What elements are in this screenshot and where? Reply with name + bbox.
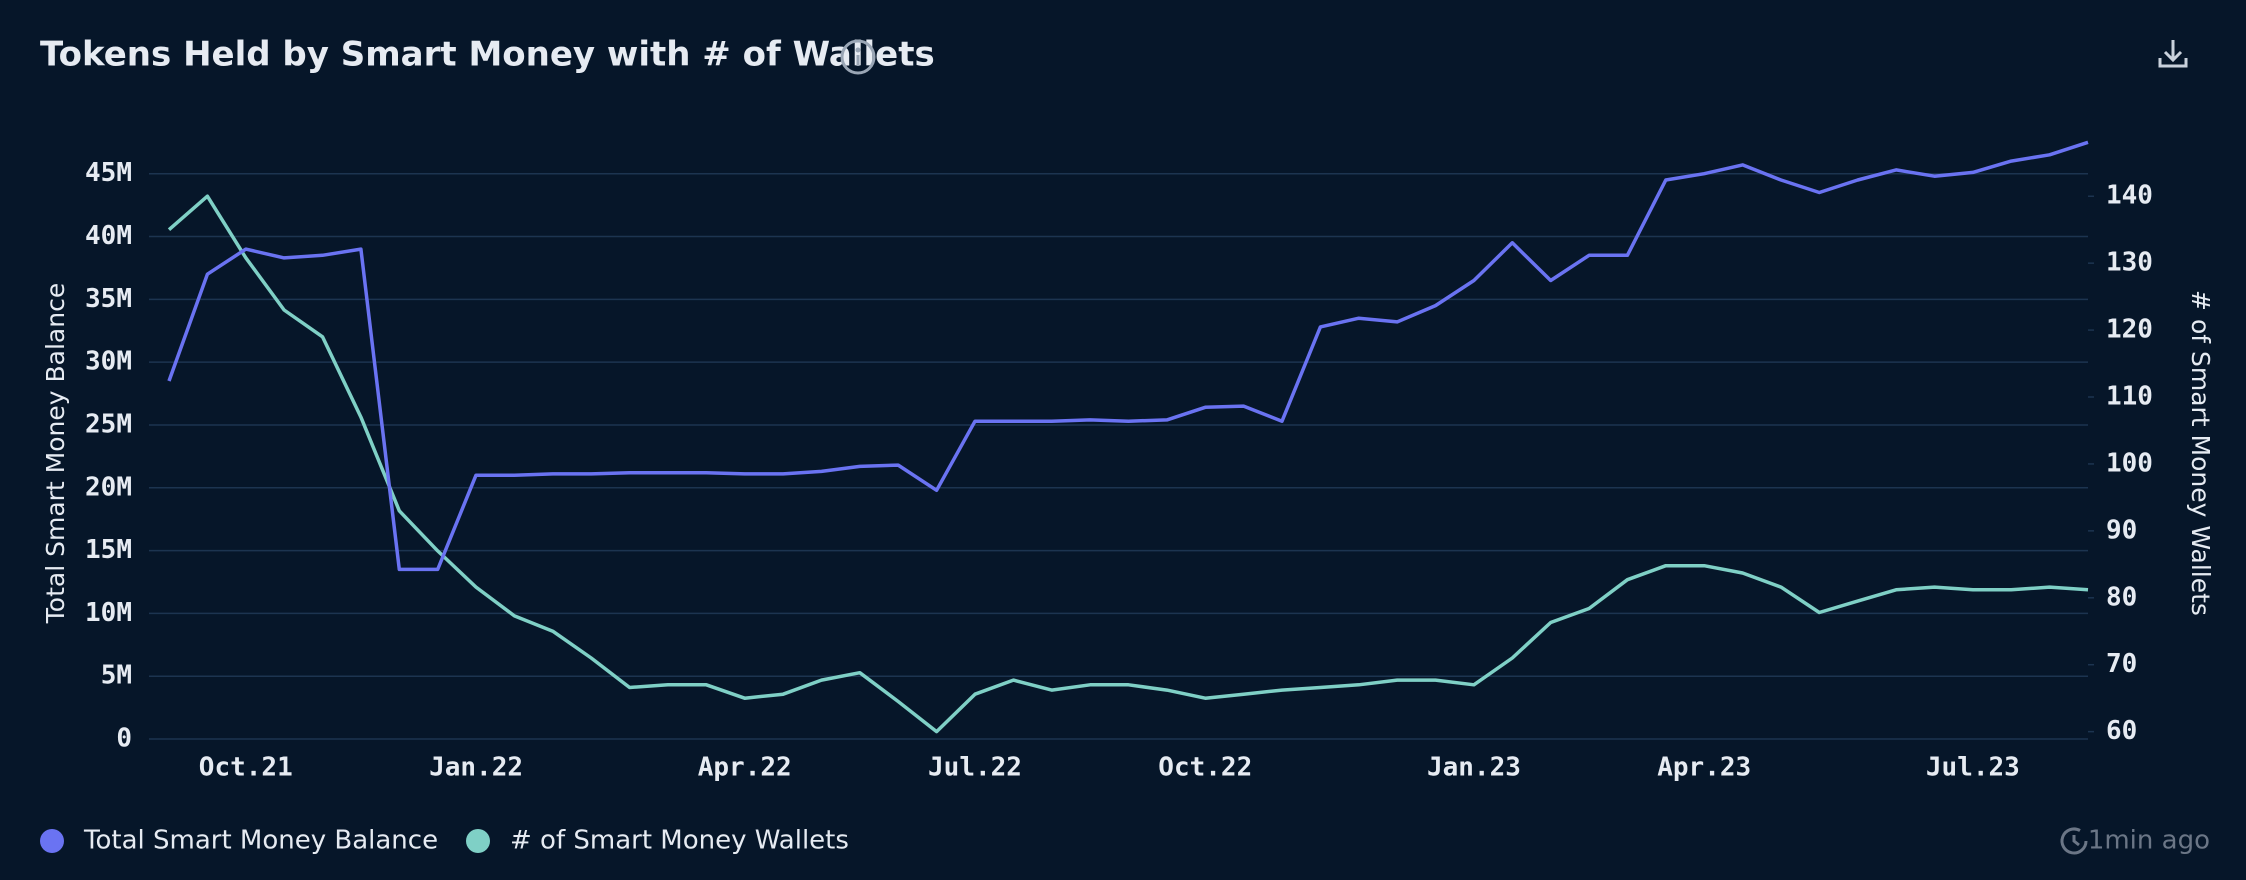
info-circle (840, 39, 876, 75)
y-tick-label: 10M (85, 598, 132, 628)
x-tick-label: Jul.23 (1926, 753, 2020, 783)
y-tick-label: 30M (85, 347, 132, 377)
y2-tick-label: 110 (2106, 382, 2153, 412)
y-tick-label: 20M (85, 472, 132, 502)
download-tray (2158, 58, 2188, 68)
x-tick-label: Jan.22 (429, 753, 523, 783)
y2-tick-label: 60 (2106, 716, 2137, 746)
refresh-icon (2060, 827, 2088, 855)
y-tick-label: 5M (101, 661, 132, 691)
series-line (167, 140, 2089, 572)
y-tick-label: 45M (85, 158, 132, 188)
y-axis-label: Total Smart Money Balance (41, 283, 70, 624)
x-tick-label: Oct.22 (1158, 753, 1252, 783)
x-tick-label: Jul.22 (928, 753, 1022, 783)
download-arrow (2163, 40, 2183, 63)
legend-label: # of Smart Money Wallets (510, 826, 849, 856)
updated-label: 1min ago (2088, 826, 2210, 856)
y2-tick-label: 130 (2106, 248, 2153, 278)
legend-swatch (466, 829, 490, 853)
y2-tick-label: 70 (2106, 649, 2137, 679)
legend-swatch (40, 829, 64, 853)
y2-tick-label: 90 (2106, 515, 2137, 545)
y-tick-label: 15M (85, 535, 132, 565)
chart-title: Tokens Held by Smart Money with # of Wal… (40, 35, 935, 75)
y2-tick-label: 80 (2106, 582, 2137, 612)
y-tick-label: 35M (85, 284, 132, 314)
y-tick-label: 25M (85, 409, 132, 439)
x-tick-label: Jan.23 (1427, 753, 1521, 783)
y2-tick-label: 100 (2106, 448, 2153, 478)
refresh-hands (2072, 835, 2080, 847)
info-dot (855, 47, 861, 53)
info-icon[interactable] (840, 39, 876, 75)
x-tick-label: Oct.21 (199, 753, 293, 783)
legend-label: Total Smart Money Balance (83, 826, 438, 856)
y2-axis-label: # of Smart Money Wallets (2186, 290, 2215, 616)
y-tick-label: 0 (116, 724, 132, 754)
x-tick-label: Apr.23 (1657, 753, 1751, 783)
refresh-arc (2060, 827, 2088, 855)
y2-tick-label: 140 (2106, 181, 2153, 211)
download-icon[interactable] (2158, 40, 2188, 68)
y-tick-label: 40M (85, 221, 132, 251)
y2-tick-label: 120 (2106, 315, 2153, 345)
series-line (167, 194, 2089, 734)
x-tick-label: Apr.22 (698, 753, 792, 783)
